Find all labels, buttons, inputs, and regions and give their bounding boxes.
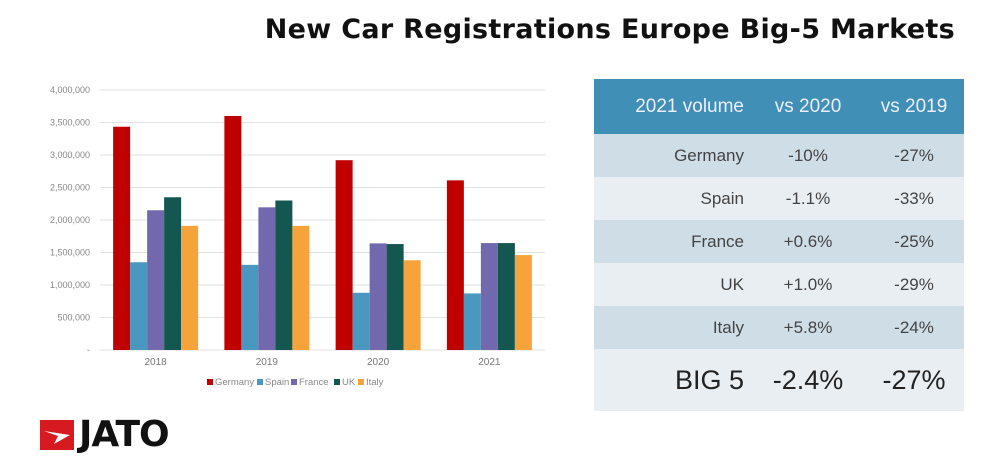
bar-spain-2019 <box>241 264 259 350</box>
bar-germany-2021 <box>446 180 464 350</box>
vs2019-cell: -24% <box>864 306 964 349</box>
jato-arrow-icon <box>40 419 74 450</box>
header-vs2020: vs 2020 <box>752 79 864 134</box>
y-tick-label: 1,000,000 <box>50 280 90 290</box>
total-row: BIG 5 -2.4% -27% <box>594 349 964 411</box>
logo-text: JATO <box>79 414 170 455</box>
y-tick-label: 3,000,000 <box>50 150 90 160</box>
y-tick-label: 4,000,000 <box>50 85 90 95</box>
bar-spain-2020 <box>352 292 370 350</box>
bar-chart: - 500,000 1,000,000 1,500,000 2,000,000 2,500… <box>50 85 545 388</box>
legend-swatch <box>207 379 213 385</box>
bar-germany-2019 <box>224 116 242 350</box>
country-cell: Germany <box>594 134 752 177</box>
bar-spain-2018 <box>130 262 148 350</box>
legend-label: Italy <box>366 377 384 388</box>
legend-label: France <box>299 377 329 388</box>
bar-uk-2019 <box>275 200 293 350</box>
y-tick-label: 500,000 <box>57 313 90 323</box>
legend-label: Germany <box>215 377 254 388</box>
legend-swatch <box>358 379 364 385</box>
table-row: France +0.6% -25% <box>594 220 964 263</box>
legend-label: UK <box>342 377 356 388</box>
legend-label: Spain <box>265 377 289 388</box>
legend-swatch <box>334 379 340 385</box>
vs2020-cell: +0.6% <box>752 220 864 263</box>
bar-france-2018 <box>147 210 165 350</box>
total-vs2019: -27% <box>864 349 964 411</box>
country-cell: Italy <box>594 306 752 349</box>
y-tick-label: - <box>87 345 90 355</box>
vs2020-cell: -10% <box>752 134 864 177</box>
bar-france-2020 <box>369 243 387 350</box>
table-row: Italy +5.8% -24% <box>594 306 964 349</box>
header-vs2019: vs 2019 <box>864 79 964 134</box>
page-title: New Car Registrations Europe Big-5 Marke… <box>264 14 955 45</box>
header-volume: 2021 volume <box>594 79 752 134</box>
vs2019-cell: -29% <box>864 263 964 306</box>
country-cell: France <box>594 220 752 263</box>
bar-uk-2018 <box>164 197 182 350</box>
bar-france-2021 <box>480 243 498 350</box>
vs2020-cell: -1.1% <box>752 177 864 220</box>
vs2020-cell: +1.0% <box>752 263 864 306</box>
bar-italy-2021 <box>514 255 532 350</box>
country-cell: Spain <box>594 177 752 220</box>
table-row: Germany -10% -27% <box>594 134 964 177</box>
vs2020-cell: +5.8% <box>752 306 864 349</box>
bar-italy-2020 <box>403 260 421 350</box>
table-header-row: 2021 volume vs 2020 vs 2019 <box>594 79 964 134</box>
bar-uk-2021 <box>497 243 515 350</box>
x-tick-label: 2019 <box>256 357 279 368</box>
bar-germany-2020 <box>335 160 353 350</box>
table-row: UK +1.0% -29% <box>594 263 964 306</box>
comparison-table: 2021 volume vs 2020 vs 2019 Germany -10% -… <box>594 79 964 411</box>
table-row: Spain -1.1% -33% <box>594 177 964 220</box>
bar-italy-2019 <box>292 225 310 350</box>
country-cell: UK <box>594 263 752 306</box>
bar-germany-2018 <box>113 126 131 350</box>
total-vs2020: -2.4% <box>752 349 864 411</box>
x-tick-label: 2021 <box>478 357 501 368</box>
y-tick-label: 3,500,000 <box>50 118 90 128</box>
bar-spain-2021 <box>463 293 481 350</box>
y-tick-label: 1,500,000 <box>50 248 90 258</box>
legend-swatch <box>257 379 263 385</box>
total-label: BIG 5 <box>594 349 752 411</box>
bar-france-2019 <box>258 207 276 350</box>
y-tick-label: 2,500,000 <box>50 183 90 193</box>
bar-italy-2018 <box>181 225 199 350</box>
y-tick-label: 2,000,000 <box>50 215 90 225</box>
x-tick-label: 2018 <box>145 357 168 368</box>
jato-logo: JATO <box>40 414 170 455</box>
vs2019-cell: -27% <box>864 134 964 177</box>
bar-uk-2020 <box>386 244 404 350</box>
legend-swatch <box>291 379 297 385</box>
x-tick-label: 2020 <box>367 357 390 368</box>
vs2019-cell: -33% <box>864 177 964 220</box>
vs2019-cell: -25% <box>864 220 964 263</box>
